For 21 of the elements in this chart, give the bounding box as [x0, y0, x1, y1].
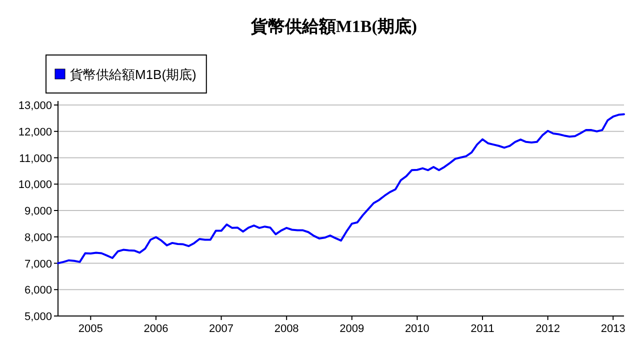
x-tick-label: 2007 [209, 323, 234, 335]
y-tick-label: 7,000 [24, 258, 52, 270]
x-tick-label: 2009 [340, 323, 364, 335]
y-tick-label: 10,000 [18, 179, 52, 192]
y-tick-label: 9,000 [24, 206, 52, 218]
x-tick-label: 2008 [274, 323, 299, 335]
y-tick-label: 8,000 [24, 232, 52, 244]
y-tick-label: 6,000 [24, 284, 52, 297]
x-tick-label: 2010 [404, 323, 430, 335]
y-tick-label: 5,000 [24, 311, 52, 323]
x-tick-label: 2013 [600, 323, 626, 335]
line-series [57, 113, 625, 264]
x-tick-label: 2006 [144, 323, 168, 335]
chart-title: 貨幣供給額M1B(期底) [250, 17, 418, 36]
x-tick-label: 2011 [470, 323, 494, 335]
y-tick-label: 12,000 [18, 126, 52, 138]
y-tick-label: 11,000 [19, 152, 52, 165]
x-tick-label: 2012 [536, 323, 560, 335]
legend-label: 貨幣供給額M1B(期底) [70, 67, 196, 82]
x-tick-label: 2005 [78, 323, 103, 335]
y-tick-label: 13,000 [18, 100, 52, 112]
